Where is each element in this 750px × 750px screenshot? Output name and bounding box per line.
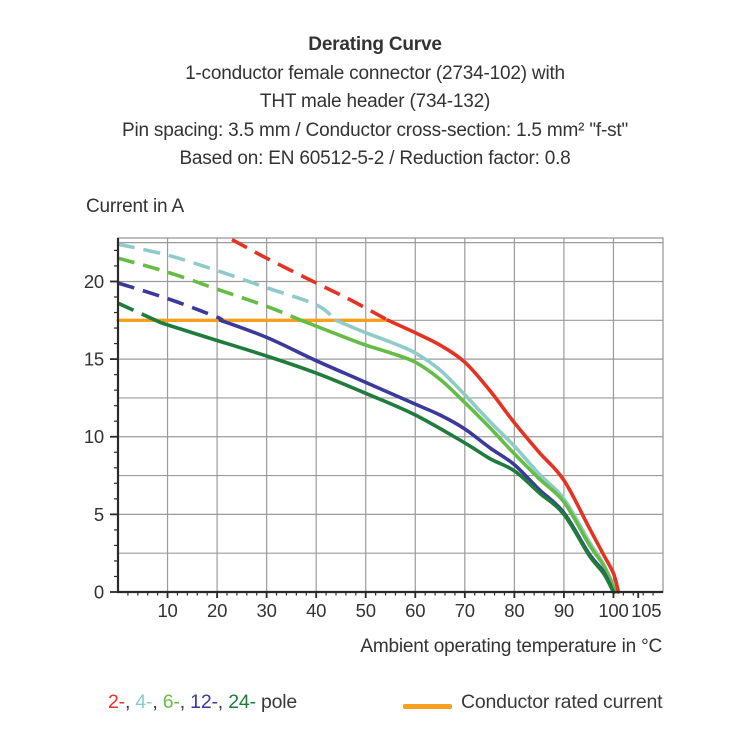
- x-tick-label: 90: [554, 600, 574, 621]
- x-tick-label: 60: [405, 600, 425, 621]
- x-tick-label: 20: [207, 600, 227, 621]
- x-tick-label: 80: [504, 600, 524, 621]
- curve-6-pole-solid: [299, 318, 618, 594]
- x-tick-label: 10: [157, 600, 177, 621]
- curve-6-pole-dashed: [117, 256, 302, 322]
- x-tick-label: 70: [455, 600, 475, 621]
- curve-2-pole-dashed: [231, 238, 389, 322]
- y-tick-label: 15: [84, 349, 104, 370]
- chart-subtitle-line-1: 1-conductor female connector (2734-102) …: [185, 62, 565, 84]
- chart-subtitle-line-2: THT male header (734-132): [259, 91, 491, 112]
- curve-24-pole-dashed: [117, 301, 157, 322]
- curve-12-pole-dashed: [117, 281, 224, 323]
- x-axis-title: Ambient operating temperature in °C: [360, 636, 662, 657]
- x-tick-label: 40: [306, 600, 326, 621]
- y-tick-label: 20: [84, 271, 104, 292]
- curve-2-pole-solid: [386, 318, 621, 594]
- curve-24-pole-solid: [153, 318, 616, 594]
- y-axis-title: Current in A: [86, 196, 184, 217]
- x-tick-label: 100: [598, 600, 628, 621]
- y-tick-label: 10: [84, 426, 104, 447]
- y-tick-label: 5: [94, 504, 104, 525]
- curve-4-pole-solid: [334, 318, 619, 594]
- chart-title-block: Derating Curve 1-conductor female connec…: [0, 31, 750, 174]
- curve-4-pole-dashed: [117, 242, 338, 322]
- chart-title: Derating Curve: [308, 34, 442, 55]
- y-tick-label: 0: [94, 582, 104, 603]
- x-tick-label: 105: [631, 600, 661, 621]
- chart-subtitle-line-3: Pin spacing: 3.5 mm / Conductor cross-se…: [121, 119, 628, 141]
- x-tick-label: 30: [257, 600, 277, 621]
- chart-subtitle-line-4: Based on: EN 60512-5-2 / Reduction facto…: [179, 148, 571, 169]
- x-tick-label: 50: [356, 600, 376, 621]
